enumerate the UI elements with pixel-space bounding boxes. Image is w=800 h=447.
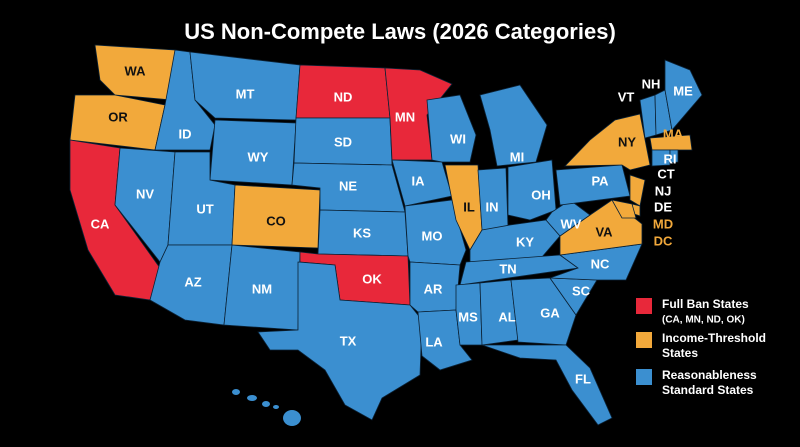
legend-label: (CA, MN, ND, OK) <box>662 315 745 326</box>
legend-label: Full Ban States <box>662 297 749 311</box>
state-label: IL <box>463 199 475 214</box>
state-label: IA <box>412 173 426 188</box>
state-label: AR <box>424 281 443 296</box>
state-label: ME <box>673 83 693 98</box>
state <box>507 159 557 221</box>
state-label: MS <box>458 309 478 324</box>
state <box>564 113 651 171</box>
state <box>455 282 483 346</box>
state-label: AL <box>498 309 515 324</box>
state <box>664 59 703 131</box>
state-label: VT <box>618 89 635 104</box>
state-label: KS <box>353 225 371 240</box>
states <box>69 44 703 426</box>
state-label: CO <box>266 213 286 228</box>
state-label: TX <box>340 333 357 348</box>
state-label: OH <box>531 187 551 202</box>
state-label: WI <box>450 131 466 146</box>
state-label: CA <box>91 216 110 231</box>
state-label: AZ <box>184 274 201 289</box>
state-label: VA <box>595 224 613 239</box>
legend-label: Reasonableness <box>662 368 757 382</box>
state-label: CT <box>657 166 674 181</box>
state-label: DE <box>654 199 672 214</box>
legend-label: States <box>662 346 698 360</box>
state-label: NJ <box>655 183 672 198</box>
state-labels: WA OR CA ID NV MT WY UT CO AZ NM ND SD NE KS OK TX MN IA MO… <box>91 63 693 386</box>
state-label: DC <box>654 233 673 248</box>
legend-swatch <box>636 369 652 385</box>
state-label: MO <box>422 228 443 243</box>
state-label: SD <box>334 134 352 149</box>
state-label: NM <box>252 281 272 296</box>
state-label: TN <box>499 261 516 276</box>
state-label: ND <box>334 89 353 104</box>
state <box>426 94 477 163</box>
state-label: NY <box>618 134 636 149</box>
state-label: MA <box>663 126 684 141</box>
state-label: WV <box>561 216 582 231</box>
state <box>189 51 301 121</box>
state-label: PA <box>591 173 609 188</box>
state-label: ID <box>179 126 192 141</box>
state <box>94 44 176 101</box>
legend-swatch <box>636 298 652 314</box>
state <box>669 149 679 164</box>
state-label: SC <box>572 283 591 298</box>
legend-swatch <box>636 332 652 348</box>
state-label: WA <box>125 63 147 78</box>
state-label: MT <box>236 86 255 101</box>
state-label: IN <box>486 199 499 214</box>
state <box>384 67 453 161</box>
state-label: MN <box>395 109 415 124</box>
state <box>257 261 423 421</box>
state <box>510 277 577 346</box>
state-label: NE <box>339 178 357 193</box>
state-label: NV <box>136 186 154 201</box>
state <box>481 344 613 426</box>
legend: Full Ban States (CA, MN, ND, OK) Income-Th… <box>636 297 766 397</box>
state-label: MI <box>510 149 524 164</box>
state-label: NC <box>591 256 610 271</box>
state-label: LA <box>425 334 443 349</box>
map-title: US Non-Compete Laws (2026 Categories) <box>184 19 616 44</box>
legend-label: Income-Threshold <box>662 331 766 345</box>
state-label: FL <box>575 371 591 386</box>
state-label: KY <box>516 234 534 249</box>
hawaii-islands <box>232 389 301 426</box>
state <box>649 134 693 151</box>
state <box>651 149 671 167</box>
state-label: RI <box>664 151 677 166</box>
state-label: WY <box>248 149 269 164</box>
state <box>611 199 637 219</box>
state-label: OK <box>362 271 382 286</box>
legend-label: Standard States <box>662 383 754 397</box>
state-label: GA <box>540 305 560 320</box>
state-label: OR <box>108 109 128 124</box>
state-label: UT <box>196 201 213 216</box>
state-label: NH <box>642 76 661 91</box>
state <box>479 84 548 167</box>
state-label: MD <box>653 216 673 231</box>
